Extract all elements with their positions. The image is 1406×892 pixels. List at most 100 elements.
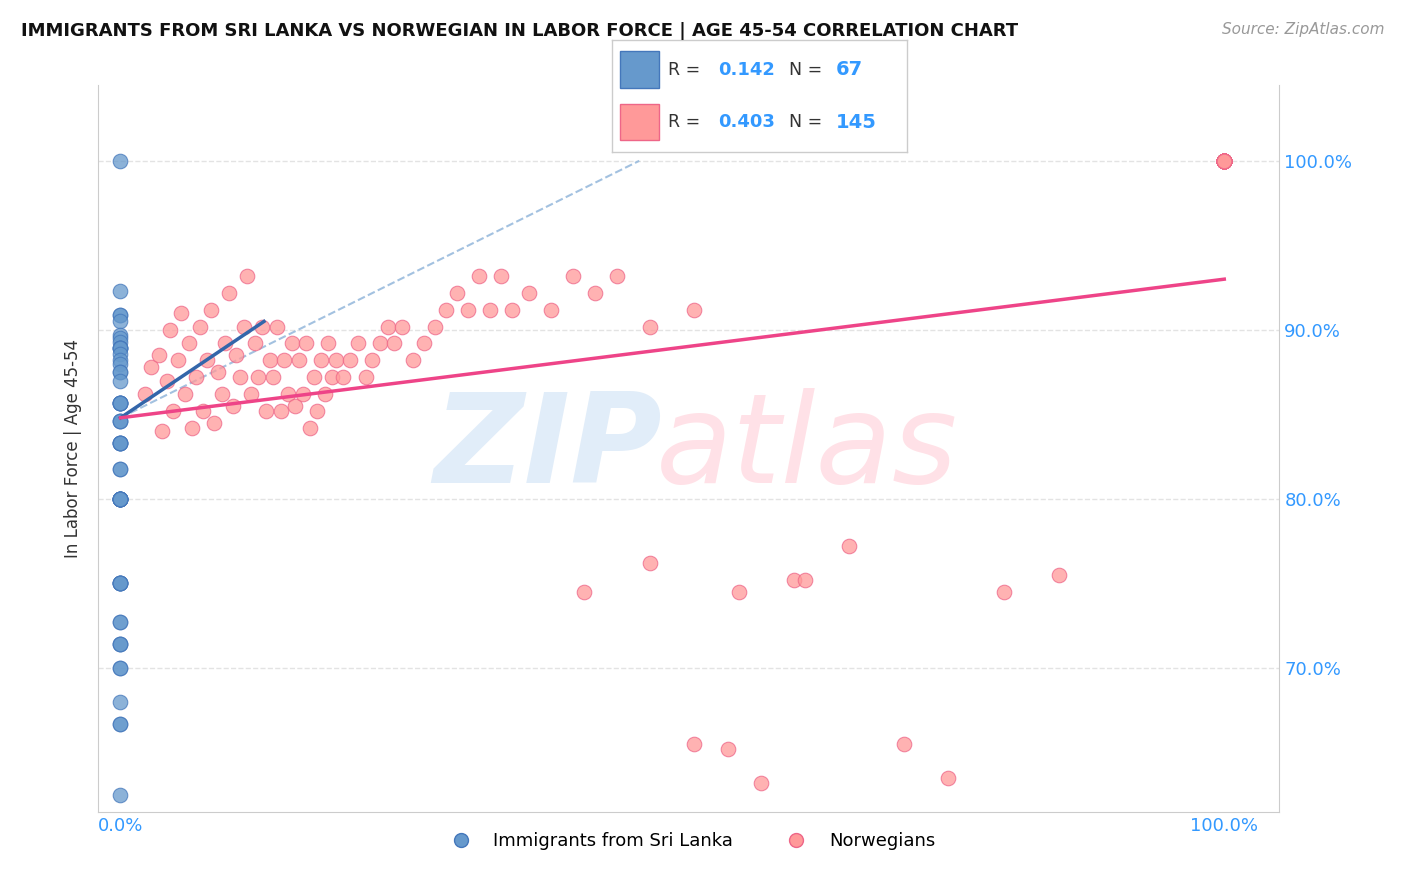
Text: R =: R = [668,61,706,78]
Text: 0.403: 0.403 [718,113,775,131]
Point [1213,153,1236,168]
Point [413,336,436,351]
Point [302,370,325,384]
Point [423,319,446,334]
Point [793,573,815,587]
Point [110,346,132,360]
Point [110,414,132,428]
Point [683,737,706,751]
Text: R =: R = [668,113,706,131]
Point [193,404,215,418]
Point [1213,153,1236,168]
Point [110,461,132,475]
Point [202,416,225,430]
Point [1213,153,1236,168]
Point [1213,153,1236,168]
Point [1213,153,1236,168]
Point [280,336,302,351]
Point [225,348,247,362]
Point [170,306,193,320]
Point [207,365,229,379]
Point [110,342,132,356]
Point [354,370,377,384]
Text: 145: 145 [837,112,877,132]
Point [893,737,915,751]
Point [284,399,307,413]
Point [110,637,132,651]
Point [1213,153,1236,168]
Point [110,491,132,506]
Point [936,771,959,785]
Point [1213,153,1236,168]
Point [110,661,132,675]
Point [838,539,860,553]
Point [110,576,132,591]
Point [1213,153,1236,168]
Point [110,436,132,450]
Point [110,153,132,168]
Point [1213,153,1236,168]
Point [259,353,281,368]
Point [457,302,479,317]
Point [110,576,132,591]
Point [110,328,132,343]
Point [305,404,328,418]
Point [1213,153,1236,168]
Point [134,387,156,401]
Point [783,573,806,587]
Point [110,491,132,506]
Point [1213,153,1236,168]
Point [339,353,361,368]
Point [110,576,132,591]
Point [110,436,132,450]
Point [110,615,132,630]
Point [110,491,132,506]
Point [262,370,284,384]
Point [716,742,738,756]
Point [200,302,222,317]
Text: 67: 67 [837,60,863,79]
Point [110,436,132,450]
Point [1213,153,1236,168]
Point [277,387,299,401]
Point [1213,153,1236,168]
Point [391,319,413,334]
Point [479,302,502,317]
Point [1213,153,1236,168]
Point [110,716,132,731]
Point [110,342,132,356]
Point [110,395,132,409]
Text: atlas: atlas [657,388,957,508]
Point [491,268,513,283]
Point [1213,153,1236,168]
Point [110,365,132,379]
Point [110,342,132,356]
Point [110,576,132,591]
Point [110,491,132,506]
Point [110,615,132,630]
Point [243,336,266,351]
Text: N =: N = [789,61,828,78]
Point [167,353,190,368]
Point [110,395,132,409]
Point [501,302,523,317]
Point [159,323,181,337]
Point [110,637,132,651]
Point [368,336,391,351]
Point [1213,153,1236,168]
Point [1213,153,1236,168]
Point [1213,153,1236,168]
Point [184,370,207,384]
Point [239,387,262,401]
Point [110,414,132,428]
Point [402,353,425,368]
Point [173,387,195,401]
Point [110,830,132,844]
Point [110,830,132,844]
Legend: Immigrants from Sri Lanka, Norwegians: Immigrants from Sri Lanka, Norwegians [436,825,942,857]
Point [177,336,200,351]
Point [299,421,322,435]
Point [110,661,132,675]
Point [1213,153,1236,168]
Point [152,425,174,439]
